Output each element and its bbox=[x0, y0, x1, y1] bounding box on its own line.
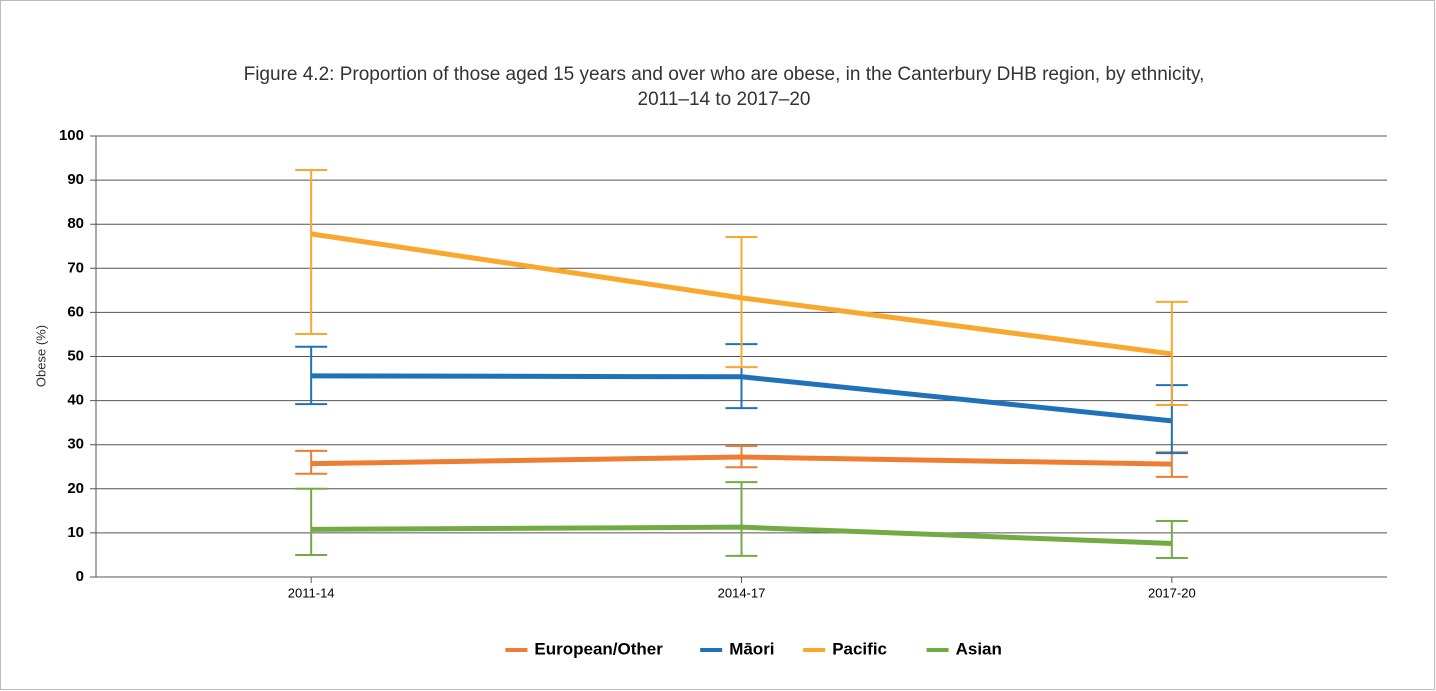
error-bar bbox=[725, 481, 758, 557]
series-line bbox=[311, 454, 1172, 467]
error-bar bbox=[725, 235, 758, 369]
y-tick-label: 50 bbox=[67, 347, 84, 364]
error-bar bbox=[295, 168, 328, 336]
y-tick-label: 80 bbox=[67, 215, 84, 232]
y-axis-label: Obese (%) bbox=[33, 325, 48, 387]
y-tick-label: 70 bbox=[67, 259, 84, 276]
x-tick-label: 2011-14 bbox=[288, 585, 335, 600]
legend-label: Pacific bbox=[832, 639, 887, 658]
series-line bbox=[310, 231, 1173, 357]
y-tick-label: 90 bbox=[67, 171, 84, 188]
error-bar bbox=[295, 487, 328, 556]
series-line bbox=[311, 373, 1173, 424]
y-tick-label: 20 bbox=[67, 480, 84, 497]
legend-label: Māori bbox=[729, 639, 774, 658]
legend-label: Asian bbox=[956, 639, 1002, 658]
error-bar bbox=[295, 345, 328, 406]
y-tick-label: 0 bbox=[76, 568, 84, 585]
y-tick-label: 10 bbox=[67, 524, 84, 541]
y-tick-label: 40 bbox=[67, 392, 84, 409]
chart-title: 2011–14 to 2017–20 bbox=[638, 89, 811, 110]
y-tick-label: 100 bbox=[59, 127, 84, 144]
series-line bbox=[311, 524, 1172, 546]
chart-title: Figure 4.2: Proportion of those aged 15 … bbox=[244, 64, 1205, 85]
x-tick-label: 2017-20 bbox=[1148, 585, 1196, 600]
error-bar bbox=[1155, 519, 1188, 560]
legend-label: European/Other bbox=[534, 639, 663, 658]
x-tick-label: 2014-17 bbox=[718, 585, 766, 600]
y-tick-label: 30 bbox=[67, 436, 84, 453]
y-tick-label: 60 bbox=[67, 303, 84, 320]
